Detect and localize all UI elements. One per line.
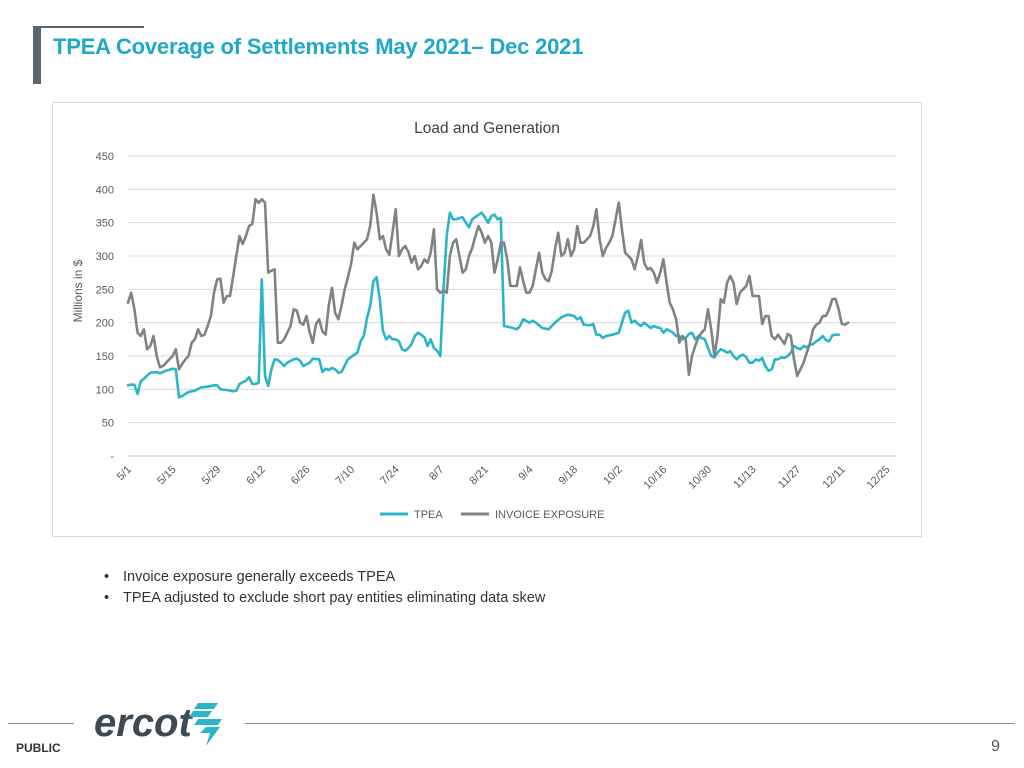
series-line-invoice-exposure <box>126 193 850 378</box>
public-label: PUBLIC <box>16 741 61 755</box>
y-tick-label: 400 <box>96 184 114 196</box>
x-tick-label: 6/12 <box>244 464 268 488</box>
x-tick-label: 8/7 <box>427 464 446 483</box>
logo-wordmark: ercot <box>94 701 193 745</box>
chart-frame: Load and Generation - 50 100 150 200 250 300 350… <box>52 102 922 537</box>
y-axis-label: Millions in $ <box>71 259 85 322</box>
y-tick-label: 50 <box>102 418 114 430</box>
legend-label: INVOICE EXPOSURE <box>495 509 604 521</box>
page-number: 9 <box>991 738 1000 755</box>
series-line-tpea <box>126 211 840 399</box>
y-tick-label: 300 <box>96 251 114 263</box>
chart-title: Load and Generation <box>414 120 560 137</box>
title-accent-bar <box>33 26 41 84</box>
x-tick-label: 5/15 <box>155 464 179 488</box>
y-tick-label: 200 <box>96 318 114 330</box>
y-tick-label: 450 <box>96 151 114 163</box>
x-tick-label: 5/29 <box>200 464 224 488</box>
x-tick-label: 11/27 <box>776 464 803 491</box>
y-tick-label: 150 <box>96 351 114 363</box>
y-tick-label: 350 <box>96 218 114 230</box>
x-tick-label: 8/21 <box>467 464 491 488</box>
ercot-logo: ercot <box>94 701 222 746</box>
y-tick-label: - <box>110 451 114 463</box>
slide-title: TPEA Coverage of Settlements May 2021– D… <box>53 34 584 59</box>
x-tick-label: 10/16 <box>642 464 670 492</box>
x-tick-label: 7/24 <box>378 464 402 488</box>
x-tick-label: 11/13 <box>731 464 758 491</box>
bullet-item: Invoice exposure generally exceeds TPEA <box>104 569 545 586</box>
logo-bolt-icon <box>189 703 222 746</box>
y-tick-label: 250 <box>96 284 114 296</box>
bullet-list: Invoice exposure generally exceeds TPEA … <box>104 569 545 611</box>
x-tick-label: 9/4 <box>516 464 535 483</box>
line-chart: Load and Generation - 50 100 150 200 250 300 350… <box>71 120 896 521</box>
x-tick-label: 6/26 <box>289 464 313 488</box>
y-tick-label: 100 <box>96 384 114 396</box>
x-tick-label: 12/11 <box>821 464 848 491</box>
x-tick-label: 7/10 <box>334 464 358 488</box>
legend-label: TPEA <box>414 509 443 521</box>
x-tick-label: 9/18 <box>557 464 581 488</box>
x-tick-label: 5/1 <box>115 464 134 483</box>
x-tick-label: 10/2 <box>601 464 625 488</box>
title-top-rule <box>36 26 144 28</box>
x-tick-label: 12/25 <box>865 464 893 492</box>
footer-rule-left <box>8 723 74 724</box>
x-tick-label: 10/30 <box>686 464 714 492</box>
bullet-item: TPEA adjusted to exclude short pay entit… <box>104 590 545 607</box>
footer-rule-right <box>245 723 1015 724</box>
